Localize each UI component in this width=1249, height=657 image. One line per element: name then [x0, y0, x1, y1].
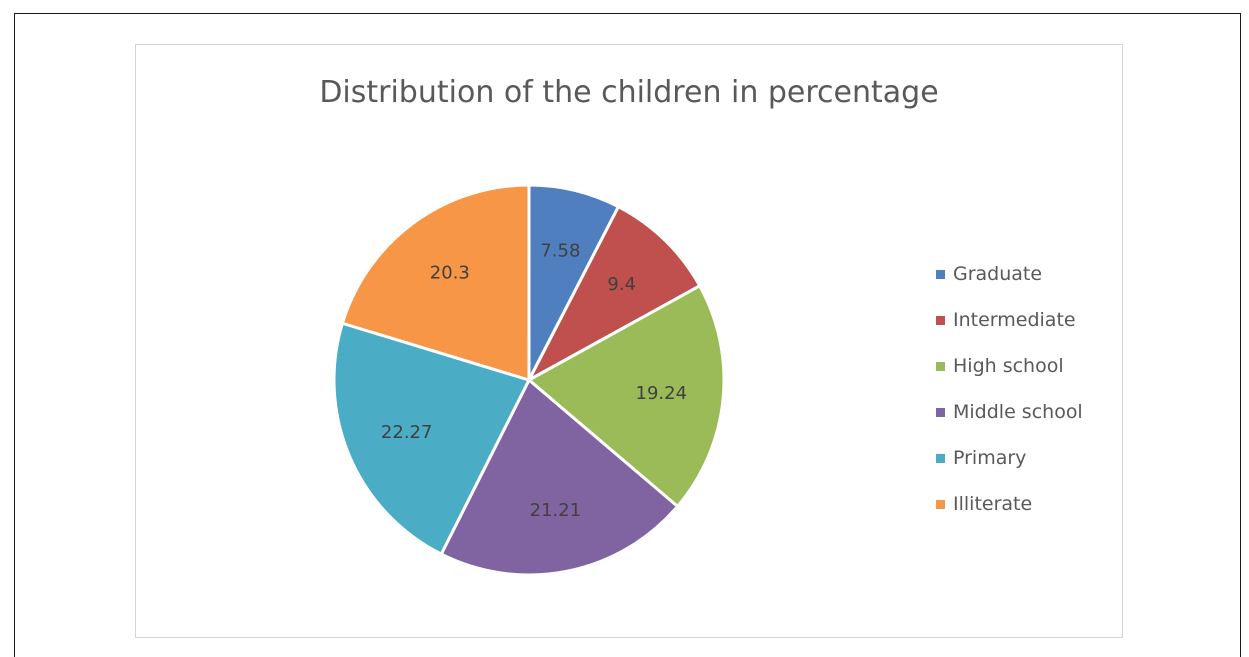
chart-area: Distribution of the children in percenta…: [135, 44, 1123, 638]
legend-swatch-primary: [936, 453, 945, 463]
chart-title: Distribution of the children in percenta…: [319, 75, 939, 110]
data-label-intermediate: 9.4: [607, 274, 636, 295]
pie-slice-high-school: [527, 284, 726, 508]
data-label-illiterate: 20.3: [430, 263, 470, 284]
legend-swatch-graduate: [936, 269, 945, 279]
legend-swatch-middle-school: [936, 407, 945, 417]
legend-swatch-intermediate: [936, 315, 945, 325]
legend-label-illiterate: Illiterate: [953, 493, 1033, 515]
legend-label-graduate: Graduate: [953, 263, 1043, 285]
legend-item-primary: Primary: [936, 435, 1083, 481]
data-label-graduate: 7.58: [540, 240, 580, 261]
data-label-primary: 22.27: [381, 422, 433, 443]
legend-label-primary: Primary: [953, 447, 1027, 469]
frame-left-border: [14, 13, 15, 657]
legend-item-illiterate: Illiterate: [936, 481, 1083, 527]
frame-right-border: [1240, 13, 1241, 657]
legend-item-middle-school: Middle school: [936, 389, 1083, 435]
pie-slice-illiterate: [340, 183, 531, 382]
frame-top-border: [14, 13, 1241, 14]
legend-swatch-illiterate: [936, 499, 945, 509]
data-label-high-school: 19.24: [636, 383, 688, 404]
legend-swatch-high-school: [936, 361, 945, 371]
chart-legend: Graduate Intermediate High school Middle sc…: [936, 251, 1083, 527]
pie-slice-primary: [332, 321, 531, 556]
pie-slice-middle-school: [439, 378, 680, 577]
legend-label-intermediate: Intermediate: [953, 309, 1076, 331]
pie-slice-intermediate: [527, 205, 702, 382]
legend-label-high-school: High school: [953, 355, 1064, 377]
legend-item-high-school: High school: [936, 343, 1083, 389]
legend-item-graduate: Graduate: [936, 251, 1083, 297]
legend-item-intermediate: Intermediate: [936, 297, 1083, 343]
legend-label-middle-school: Middle school: [953, 401, 1083, 423]
data-label-middle-school: 21.21: [530, 500, 582, 521]
pie-chart: 7.58 9.4 19.24 21.21 22.27 20.3: [332, 183, 726, 577]
